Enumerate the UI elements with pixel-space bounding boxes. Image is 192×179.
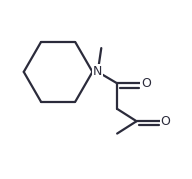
Text: O: O: [161, 115, 170, 128]
Text: N: N: [93, 65, 103, 78]
Text: O: O: [141, 77, 151, 90]
